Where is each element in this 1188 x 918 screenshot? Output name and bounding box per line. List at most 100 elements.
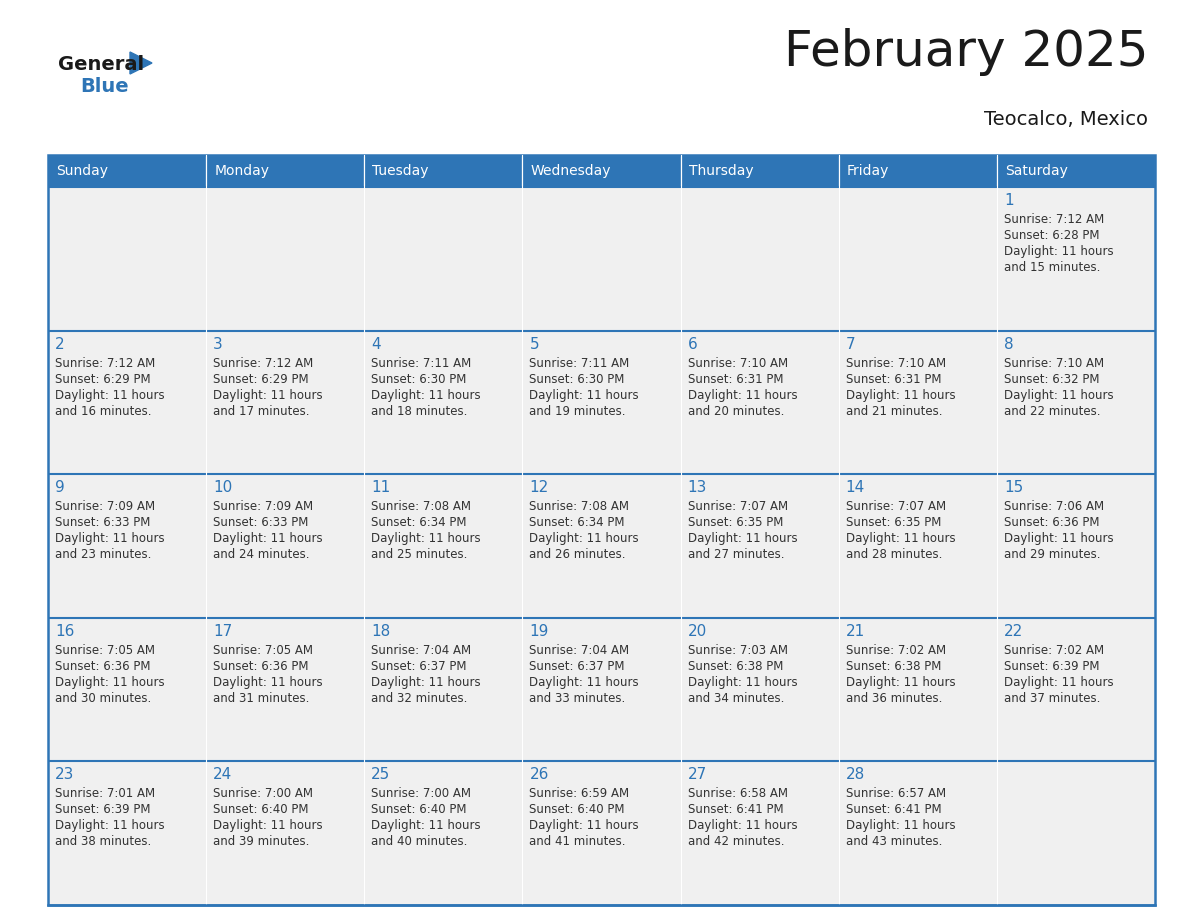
Text: Sunrise: 7:12 AM: Sunrise: 7:12 AM <box>55 356 156 370</box>
Text: and 30 minutes.: and 30 minutes. <box>55 692 151 705</box>
Text: Sunset: 6:30 PM: Sunset: 6:30 PM <box>372 373 467 386</box>
Text: 26: 26 <box>530 767 549 782</box>
Text: and 23 minutes.: and 23 minutes. <box>55 548 151 561</box>
Bar <box>523 618 681 761</box>
Text: Daylight: 11 hours: Daylight: 11 hours <box>372 676 481 688</box>
Text: Sunrise: 6:57 AM: Sunrise: 6:57 AM <box>846 788 946 800</box>
Text: Daylight: 11 hours: Daylight: 11 hours <box>688 532 797 545</box>
Bar <box>365 155 523 187</box>
Text: 9: 9 <box>55 480 65 495</box>
Text: Saturday: Saturday <box>1005 164 1068 178</box>
Bar <box>523 761 681 905</box>
Bar <box>207 475 365 618</box>
Text: Sunset: 6:40 PM: Sunset: 6:40 PM <box>372 803 467 816</box>
Text: 11: 11 <box>372 480 391 495</box>
Text: Daylight: 11 hours: Daylight: 11 hours <box>1004 245 1113 258</box>
Text: Sunrise: 7:11 AM: Sunrise: 7:11 AM <box>372 356 472 370</box>
Bar <box>365 187 523 330</box>
Text: Sunrise: 7:07 AM: Sunrise: 7:07 AM <box>688 500 788 513</box>
Bar <box>48 330 207 475</box>
Bar <box>207 330 365 475</box>
Text: Daylight: 11 hours: Daylight: 11 hours <box>530 676 639 688</box>
Text: Sunset: 6:38 PM: Sunset: 6:38 PM <box>846 660 941 673</box>
Text: Daylight: 11 hours: Daylight: 11 hours <box>213 676 323 688</box>
Text: Daylight: 11 hours: Daylight: 11 hours <box>55 820 165 833</box>
Text: 1: 1 <box>1004 193 1013 208</box>
Text: Sunrise: 7:12 AM: Sunrise: 7:12 AM <box>1004 213 1104 226</box>
Text: and 40 minutes.: and 40 minutes. <box>372 835 468 848</box>
Text: Sunrise: 7:08 AM: Sunrise: 7:08 AM <box>530 500 630 513</box>
Bar <box>207 155 365 187</box>
Text: 20: 20 <box>688 624 707 639</box>
Text: Sunset: 6:31 PM: Sunset: 6:31 PM <box>846 373 941 386</box>
Bar <box>681 761 839 905</box>
Text: Sunset: 6:37 PM: Sunset: 6:37 PM <box>530 660 625 673</box>
Bar <box>365 761 523 905</box>
Text: 2: 2 <box>55 337 64 352</box>
Text: and 42 minutes.: and 42 minutes. <box>688 835 784 848</box>
Text: 28: 28 <box>846 767 865 782</box>
Text: Daylight: 11 hours: Daylight: 11 hours <box>530 532 639 545</box>
Bar <box>681 330 839 475</box>
Bar <box>48 187 207 330</box>
Bar <box>839 155 997 187</box>
Bar <box>839 475 997 618</box>
Bar <box>839 330 997 475</box>
Bar <box>48 761 207 905</box>
Text: and 28 minutes.: and 28 minutes. <box>846 548 942 561</box>
Text: Sunrise: 7:02 AM: Sunrise: 7:02 AM <box>1004 644 1104 656</box>
Text: Sunset: 6:36 PM: Sunset: 6:36 PM <box>55 660 151 673</box>
Bar <box>681 618 839 761</box>
Text: Daylight: 11 hours: Daylight: 11 hours <box>55 388 165 401</box>
Bar <box>997 618 1155 761</box>
Text: Sunrise: 7:05 AM: Sunrise: 7:05 AM <box>55 644 154 656</box>
Text: Sunrise: 7:12 AM: Sunrise: 7:12 AM <box>213 356 314 370</box>
Bar <box>365 475 523 618</box>
Text: and 19 minutes.: and 19 minutes. <box>530 405 626 418</box>
Text: Daylight: 11 hours: Daylight: 11 hours <box>530 388 639 401</box>
Text: 27: 27 <box>688 767 707 782</box>
Text: Sunrise: 7:03 AM: Sunrise: 7:03 AM <box>688 644 788 656</box>
Text: Thursday: Thursday <box>689 164 753 178</box>
Text: and 29 minutes.: and 29 minutes. <box>1004 548 1100 561</box>
Text: and 17 minutes.: and 17 minutes. <box>213 405 310 418</box>
Text: Daylight: 11 hours: Daylight: 11 hours <box>213 820 323 833</box>
Text: and 33 minutes.: and 33 minutes. <box>530 692 626 705</box>
Text: and 26 minutes.: and 26 minutes. <box>530 548 626 561</box>
Text: Daylight: 11 hours: Daylight: 11 hours <box>213 532 323 545</box>
Text: Sunset: 6:36 PM: Sunset: 6:36 PM <box>213 660 309 673</box>
Bar <box>997 475 1155 618</box>
Text: Sunset: 6:35 PM: Sunset: 6:35 PM <box>688 516 783 529</box>
Text: and 15 minutes.: and 15 minutes. <box>1004 261 1100 274</box>
Text: 4: 4 <box>372 337 381 352</box>
Text: and 32 minutes.: and 32 minutes. <box>372 692 468 705</box>
Bar <box>839 618 997 761</box>
Text: 23: 23 <box>55 767 75 782</box>
Text: and 24 minutes.: and 24 minutes. <box>213 548 310 561</box>
Text: Sunset: 6:34 PM: Sunset: 6:34 PM <box>372 516 467 529</box>
Text: Sunset: 6:41 PM: Sunset: 6:41 PM <box>688 803 783 816</box>
Text: 15: 15 <box>1004 480 1023 495</box>
Bar <box>681 155 839 187</box>
Text: and 39 minutes.: and 39 minutes. <box>213 835 310 848</box>
Text: Daylight: 11 hours: Daylight: 11 hours <box>530 820 639 833</box>
Text: 25: 25 <box>372 767 391 782</box>
Text: Sunrise: 6:59 AM: Sunrise: 6:59 AM <box>530 788 630 800</box>
Bar <box>997 330 1155 475</box>
Text: Wednesday: Wednesday <box>530 164 611 178</box>
Text: and 31 minutes.: and 31 minutes. <box>213 692 310 705</box>
Text: Sunrise: 7:09 AM: Sunrise: 7:09 AM <box>55 500 156 513</box>
Text: Daylight: 11 hours: Daylight: 11 hours <box>372 820 481 833</box>
Text: Friday: Friday <box>847 164 889 178</box>
Text: Sunset: 6:39 PM: Sunset: 6:39 PM <box>1004 660 1099 673</box>
Text: Sunset: 6:31 PM: Sunset: 6:31 PM <box>688 373 783 386</box>
Text: 13: 13 <box>688 480 707 495</box>
Bar <box>48 618 207 761</box>
Text: and 22 minutes.: and 22 minutes. <box>1004 405 1100 418</box>
Text: and 41 minutes.: and 41 minutes. <box>530 835 626 848</box>
Text: Sunrise: 7:06 AM: Sunrise: 7:06 AM <box>1004 500 1104 513</box>
Text: Sunrise: 7:00 AM: Sunrise: 7:00 AM <box>372 788 472 800</box>
Text: Sunset: 6:38 PM: Sunset: 6:38 PM <box>688 660 783 673</box>
Text: Sunset: 6:35 PM: Sunset: 6:35 PM <box>846 516 941 529</box>
Text: Daylight: 11 hours: Daylight: 11 hours <box>213 388 323 401</box>
